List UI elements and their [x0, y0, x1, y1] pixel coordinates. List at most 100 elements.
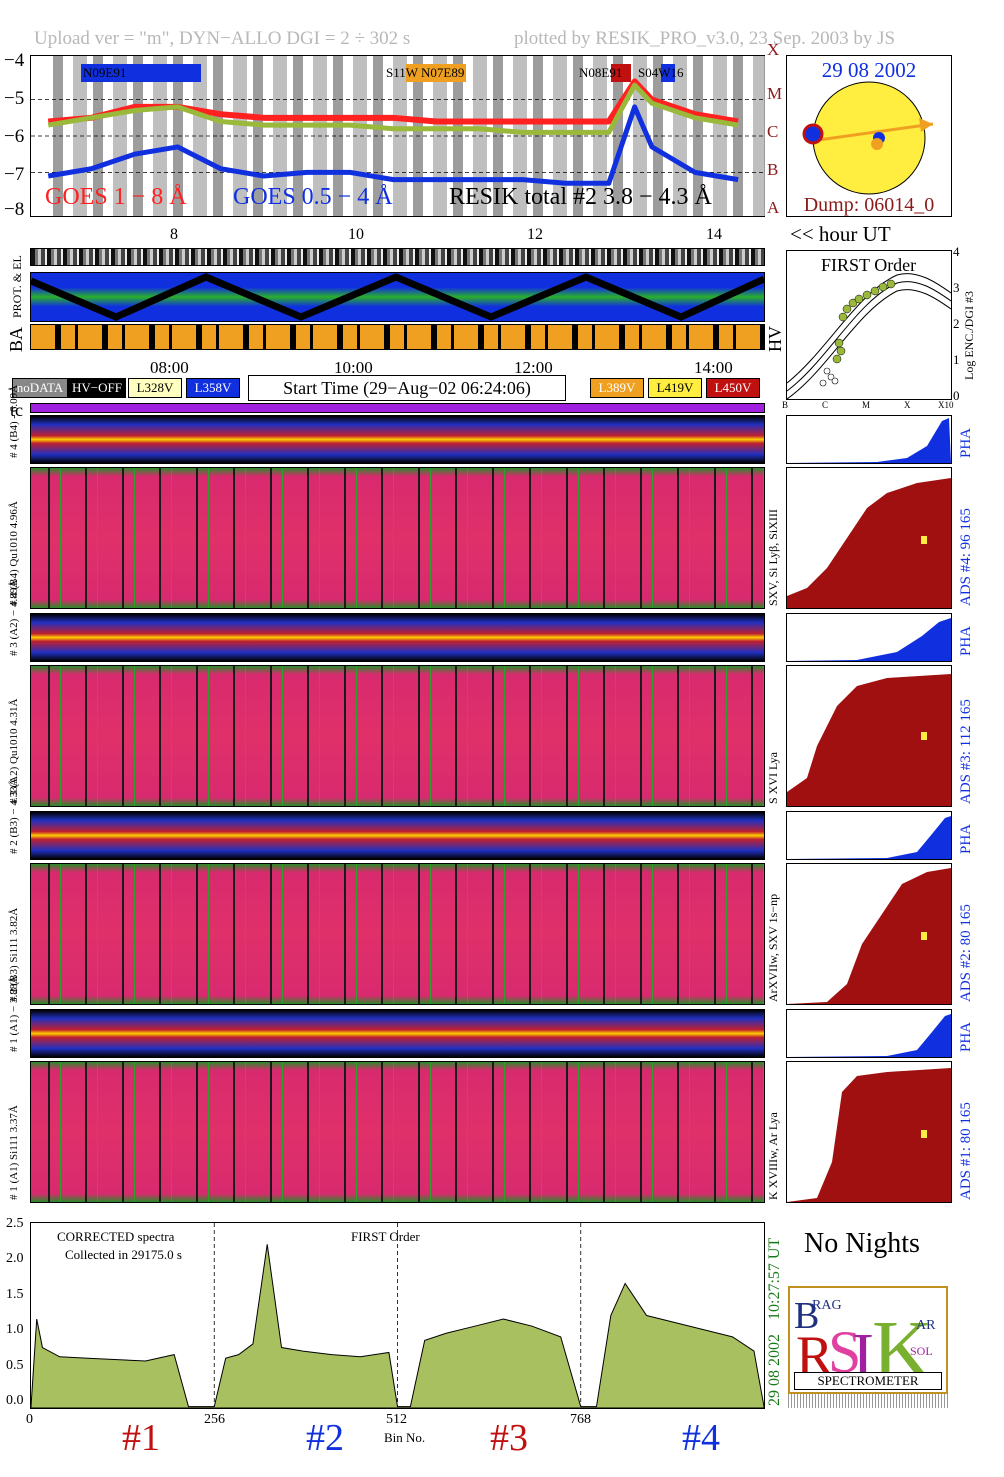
spectrum-ytick-15: 1.5 [6, 1287, 24, 1302]
hour-tick-14: 14 [706, 226, 722, 243]
first-order-xtick-x10: X10 [938, 400, 954, 410]
satellite-marker [802, 123, 824, 145]
channel-label-2: #2 [306, 1417, 344, 1459]
ads-label-ch4: ADS #4: 96 165 [958, 508, 974, 606]
spectra-panel-ch1 [30, 1061, 765, 1203]
ads-histogram-ch3 [786, 665, 952, 807]
tc-label: tc [10, 400, 23, 420]
spectrum-xtick-512: 512 [386, 1412, 407, 1427]
first-order-xtick-b: B [782, 400, 789, 410]
pha-label-ch3: # 3 (A2) − 4.89Å [8, 579, 20, 656]
spectrum-area [31, 1244, 764, 1408]
first-order-ytick-1: 1 [953, 352, 960, 367]
goes-ytick-4: −7 [4, 164, 25, 185]
start-time-box: Start Time (29−Aug−02 06:24:06) [248, 375, 566, 401]
goes-series-line-2 [47, 104, 739, 186]
ba-label: BA [6, 326, 26, 352]
resik-logo: B R S I K RAG AR SOL SPECTROMETER [788, 1286, 948, 1394]
intensity-strip [30, 248, 765, 266]
l358v-legend: L358V [186, 378, 240, 398]
goes-series-line-3 [47, 82, 739, 135]
region-marker-orange [406, 64, 466, 82]
legend-goes-1-8: GOES 1 − 8 Å [45, 184, 187, 210]
ads-histogram-ch2 [786, 863, 952, 1005]
spectrum-date: 29 08 2002 [766, 1334, 783, 1406]
goes-class-m: M [767, 84, 783, 103]
spectra-panel-ch2 [30, 863, 765, 1005]
logo-sol: SOL [910, 1344, 933, 1358]
pha-label-ch1: # 1 (A1) − 3.88Å [8, 975, 20, 1052]
region-label-4: N08E91 [579, 65, 623, 80]
tc-strip [30, 403, 765, 413]
logo-spectrometer-label: SPECTROMETER [794, 1372, 942, 1390]
first-order-ytick-0: 0 [953, 388, 960, 403]
spectrum-ytick-00: 0.0 [6, 1393, 24, 1408]
line-id-ch1: K XVIIIw, Ar Lya [766, 1112, 780, 1200]
no-nights-label: No Nights [804, 1228, 920, 1259]
spectrum-xtick-256: 256 [204, 1412, 225, 1427]
spectrum-ytick-25: 2.5 [6, 1216, 24, 1231]
first-order-points [832, 279, 896, 364]
l328v-legend: L328V [128, 378, 182, 398]
sun-date: 29 08 2002 [821, 58, 917, 82]
first-order-xtick-m: M [862, 400, 871, 410]
pha-panel-ch2 [30, 811, 765, 860]
pha-histogram-ch4 [786, 415, 952, 464]
logo-ar: AR [916, 1318, 936, 1333]
header-plot-credit: plotted by RESIK_PRO_v3.0, 23 Sep. 2003 … [514, 28, 896, 49]
first-order-title: FIRST Order [821, 255, 917, 275]
channel-label-3: #3 [490, 1417, 528, 1459]
first-order-ytick-3: 3 [953, 280, 960, 295]
region-label-5: S04W16 [638, 65, 684, 80]
l389v-legend: L389V [590, 378, 644, 398]
spectrum-note-2: Collected in 29175.0 s [65, 1247, 182, 1262]
first-order-svg [787, 273, 951, 399]
ads-label-ch2: ADS #2: 80 165 [958, 904, 974, 1002]
main-label-ch1: # 1 (A1) Si111 3.37Å [8, 1105, 20, 1200]
goes-class-x: X [767, 40, 780, 59]
spectrum-xtick-0: 0 [26, 1412, 33, 1427]
legend-resik: RESIK total #2 3.8 − 4.3 Å [449, 184, 712, 210]
first-order-xtick-c: C [822, 400, 829, 410]
goes-ytick-2: −5 [4, 88, 25, 109]
hv-off-legend: HV−OFF [68, 378, 126, 398]
region-label-3: N07E89 [421, 65, 465, 80]
pha-label-ch2: # 2 (B3) − 4.33Å [8, 778, 20, 854]
goes-lightcurve-panel: N09E91 S11W N07E89 N08E91 S04W16 GOES 1 … [30, 55, 765, 217]
spectrum-order-label: FIRST Order [351, 1229, 420, 1244]
goes-class-a: A [767, 198, 780, 217]
goes-ytick-5: −8 [4, 199, 25, 220]
spectrum-xtick-768: 768 [570, 1412, 591, 1427]
time-tick-1400: 14:00 [694, 358, 733, 377]
first-order-ytick-2: 2 [953, 316, 960, 331]
pha-histogram-ch2 [786, 811, 952, 860]
ads-histogram-ch1 [786, 1061, 952, 1203]
corrected-spectrum-panel: CORRECTED spectra Collected in 29175.0 s… [30, 1222, 765, 1409]
pha-tag-ch1: PHA [958, 1021, 974, 1052]
hour-axis-label: << hour UT [790, 222, 891, 246]
ba-strip [30, 324, 765, 350]
region-marker-blue [81, 64, 201, 82]
spectrum-ytick-05: 0.5 [6, 1358, 24, 1373]
spectra-panel-ch4 [30, 467, 765, 609]
time-tick-1200: 12:00 [514, 358, 553, 377]
first-order-xtick-x: X [904, 400, 911, 410]
l419v-legend: L419V [648, 378, 702, 398]
time-tick-1000: 10:00 [334, 358, 373, 377]
ads-label-ch3: ADS #3: 112 165 [958, 699, 974, 804]
spectrum-ytick-10: 1.0 [6, 1322, 24, 1337]
pha-label-ch4: # 4 (B4) - 6.09Å [8, 384, 20, 458]
goes-class-b: B [767, 160, 779, 179]
spectra-panel-ch3 [30, 665, 765, 807]
hv-label: HV [765, 326, 785, 352]
legend-goes-05-4: GOES 0.5 − 4 Å [233, 184, 393, 210]
proton-zigzag [31, 273, 764, 321]
pha-panel-ch3 [30, 613, 765, 662]
line-id-ch2: ArXVIIw, SXV 1s−np [766, 893, 780, 1002]
logo-fine-print [788, 1394, 948, 1408]
region-label-2: S11W [386, 65, 419, 80]
channel-label-4: #4 [682, 1417, 720, 1459]
sun-position-panel: 29 08 2002 Dump: 06014_0 [786, 55, 952, 217]
spectrum-note-1: CORRECTED spectra [57, 1229, 175, 1244]
first-order-ylabel: Log ENC./DGI #3 [962, 291, 976, 380]
